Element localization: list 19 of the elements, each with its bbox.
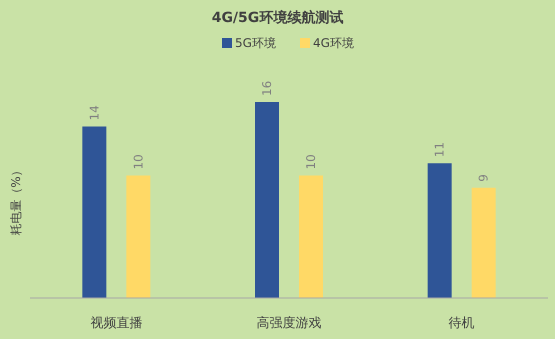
bar <box>299 176 323 298</box>
bar <box>126 176 150 298</box>
bar <box>472 188 496 298</box>
bar <box>82 126 106 298</box>
x-tick-label: 高强度游戏 <box>256 315 322 331</box>
data-label: 14 <box>87 105 102 120</box>
chart-title: 4G/5G环境续航测试 <box>212 9 344 26</box>
legend-label: 4G环境 <box>313 36 354 50</box>
data-label: 10 <box>131 154 146 170</box>
data-label: 11 <box>432 142 447 158</box>
x-tick-label: 待机 <box>448 316 475 331</box>
data-label: 10 <box>304 154 318 170</box>
legend-label: 5G环境 <box>235 36 276 50</box>
y-axis-title: 耗电量（%） <box>9 164 23 236</box>
bar <box>255 102 279 298</box>
x-tick-label: 视频直播 <box>90 316 142 331</box>
bar <box>428 163 452 298</box>
data-label: 16 <box>260 80 274 96</box>
data-label: 9 <box>476 174 491 182</box>
